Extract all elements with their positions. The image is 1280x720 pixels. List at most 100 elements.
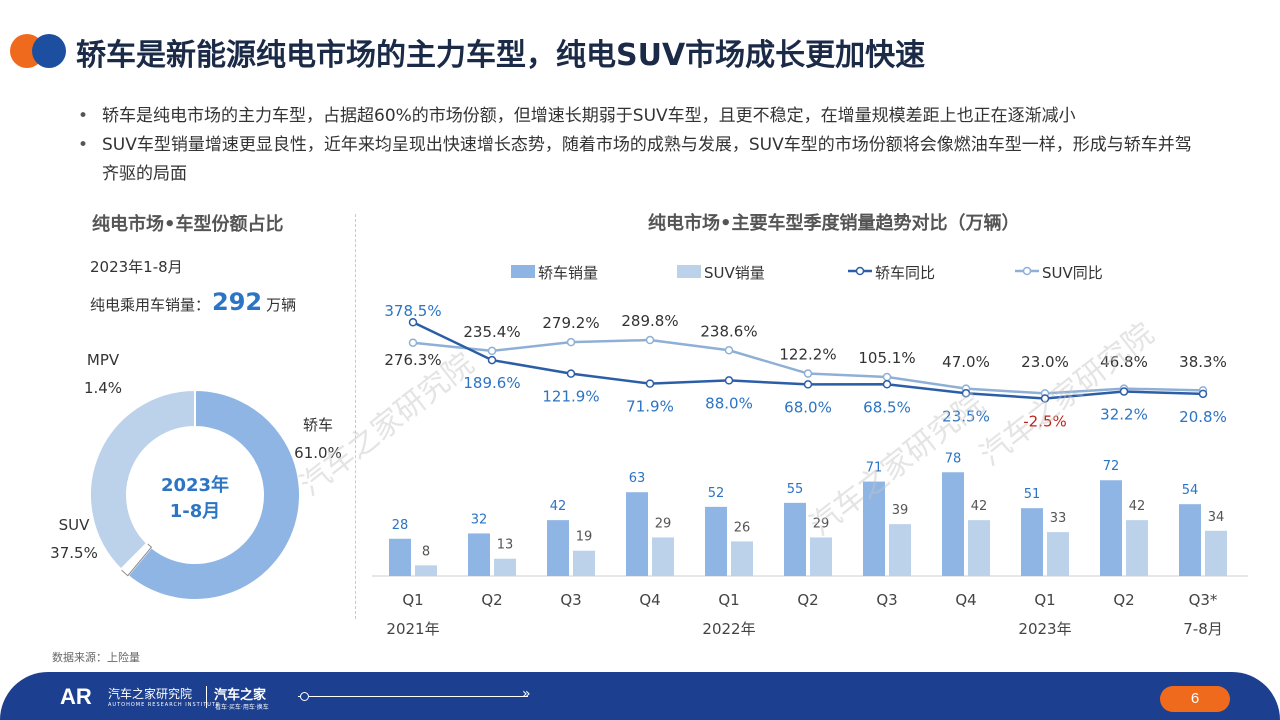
bar-suv-label: 33 — [1050, 511, 1067, 526]
panel-divider — [355, 214, 356, 619]
donut-center-label: 1-8月 — [170, 501, 221, 522]
bar-sedan-label: 55 — [787, 482, 804, 497]
marker-sedan-yoy — [961, 389, 971, 398]
marker-suv-yoy — [487, 346, 497, 356]
footer-circle-icon — [300, 692, 309, 701]
line-sedan-yoy-label: 32.2% — [1100, 406, 1148, 424]
line-suv-yoy-label: 276.3% — [384, 351, 441, 369]
x-tick-label: Q1 — [1034, 591, 1055, 609]
donut-slice — [126, 388, 301, 601]
line-suv-yoy-label: 279.2% — [542, 314, 599, 332]
bar-suv-label: 26 — [734, 520, 751, 535]
donut-slice-label: MPV — [87, 351, 120, 369]
title-bar: 轿车是新能源纯电市场的主力车型，纯电SUV市场成长更加快速 — [10, 26, 1010, 74]
legend-swatch — [511, 265, 535, 278]
x-tick-label: Q3 — [876, 591, 897, 609]
bar-suv — [810, 537, 832, 576]
bar-suv — [889, 524, 911, 576]
bullet-list: 轿车是纯电市场的主力车型，占据超60%的市场份额，但增速长期弱于SUV车型，且更… — [78, 102, 1208, 189]
bar-suv — [968, 520, 990, 576]
legend-label: SUV销量 — [704, 264, 765, 282]
bar-sedan-label: 63 — [629, 471, 646, 486]
x-tick-label: Q4 — [639, 591, 660, 609]
bar-sedan — [626, 492, 648, 576]
legend-swatch — [677, 265, 701, 278]
bar-suv — [1047, 532, 1069, 576]
marker-sedan-yoy — [803, 380, 813, 389]
bar-suv — [652, 537, 674, 576]
bar-suv — [1205, 530, 1227, 576]
total-sales-unit: 万辆 — [266, 296, 297, 314]
page-title: 轿车是新能源纯电市场的主力车型，纯电SUV市场成长更加快速 — [76, 38, 926, 73]
bar-suv-label: 19 — [576, 530, 593, 545]
total-sales: 纯电乘用车销量：292 万辆 — [90, 288, 296, 316]
bar-suv — [1126, 520, 1148, 576]
bar-suv — [415, 565, 437, 576]
x-tick-label: Q3* — [1189, 591, 1218, 609]
legend-label: SUV同比 — [1042, 264, 1103, 282]
bar-sedan-label: 51 — [1024, 487, 1041, 502]
brand-tagline: 看车·买车·用车·换车 — [215, 704, 269, 711]
total-sales-label: 纯电乘用车销量： — [90, 296, 211, 314]
bar-sedan-label: 72 — [1103, 459, 1120, 474]
bar-sedan-label: 52 — [708, 486, 725, 501]
x-group-label: 2023年 — [1018, 620, 1071, 638]
marker-suv-yoy — [566, 337, 576, 347]
donut-chart: 轿车 61.0% MPV 1.4% SUV 37.5% 2023年 1-8月 — [50, 351, 342, 601]
legend-label: 轿车同比 — [875, 264, 935, 282]
bar-suv — [731, 541, 753, 576]
donut-slice-label: SUV — [59, 516, 91, 534]
bar-sedan — [863, 481, 885, 576]
marker-suv-yoy — [408, 338, 418, 347]
marker-suv-yoy — [645, 335, 655, 345]
bar-sedan-label: 32 — [471, 512, 488, 527]
bar-sedan — [1100, 480, 1122, 576]
line-suv-yoy-label: 23.0% — [1021, 353, 1069, 371]
line-suv-yoy-label: 235.4% — [463, 323, 520, 341]
x-tick-label: Q2 — [481, 591, 502, 609]
x-group-label: 2022年 — [702, 620, 755, 638]
line-sedan-yoy-label: 68.5% — [863, 398, 911, 416]
double-chevron-icon: » — [522, 686, 531, 702]
line-suv-yoy-label: 47.0% — [942, 353, 990, 371]
bullet-item: SUV车型销量增速更显良性，近年来均呈现出快速增长态势，随着市场的成熟与发展，S… — [78, 131, 1208, 189]
footer-separator — [206, 686, 207, 708]
marker-sedan-yoy — [724, 376, 734, 385]
line-sedan-yoy-label: 68.0% — [784, 398, 832, 416]
line-suv-yoy-label: 238.6% — [700, 322, 757, 340]
bar-sedan — [1021, 508, 1043, 576]
bar-sedan — [784, 502, 806, 576]
donut-slice — [89, 388, 196, 571]
trend-chart-title: 纯电市场•主要车型季度销量趋势对比（万辆） — [648, 213, 1020, 234]
bar-sedan — [547, 520, 569, 576]
marker-sedan-yoy — [408, 318, 418, 327]
marker-suv-yoy — [882, 372, 892, 382]
marker-sedan-yoy — [1198, 389, 1208, 399]
bar-suv — [494, 558, 516, 576]
donut-center-label: 2023年 — [161, 474, 229, 496]
marker-sedan-yoy — [1119, 387, 1129, 396]
institute-logo: AR — [60, 684, 92, 709]
line-sedan-yoy-label: 71.9% — [626, 398, 674, 416]
legend-marker — [1022, 266, 1032, 276]
x-tick-label: Q2 — [1113, 591, 1134, 609]
bar-suv-label: 34 — [1208, 510, 1225, 525]
bar-suv — [573, 550, 595, 576]
line-sedan-yoy-label: 189.6% — [463, 374, 520, 392]
bar-sedan-label: 54 — [1182, 483, 1199, 498]
line-sedan-yoy-label: -2.5% — [1023, 413, 1067, 431]
line-sedan-yoy-label: 23.5% — [942, 407, 990, 425]
bar-sedan — [468, 533, 490, 576]
bar-suv-label: 29 — [655, 516, 672, 531]
marker-sedan-yoy — [1040, 394, 1050, 403]
marker-suv-yoy — [724, 346, 734, 355]
bar-suv-label: 39 — [892, 503, 909, 518]
bar-sedan — [942, 472, 964, 576]
line-sedan-yoy-label: 20.8% — [1179, 408, 1227, 426]
page-number: 6 — [1160, 686, 1230, 712]
marker-sedan-yoy — [645, 379, 655, 388]
line-suv-yoy-label: 38.3% — [1179, 353, 1227, 371]
line-suv-yoy-label: 105.1% — [858, 349, 915, 367]
marker-suv-yoy — [803, 369, 813, 378]
institute-name-en: AUTOHOME RESEARCH INSTITUTE — [108, 702, 221, 708]
